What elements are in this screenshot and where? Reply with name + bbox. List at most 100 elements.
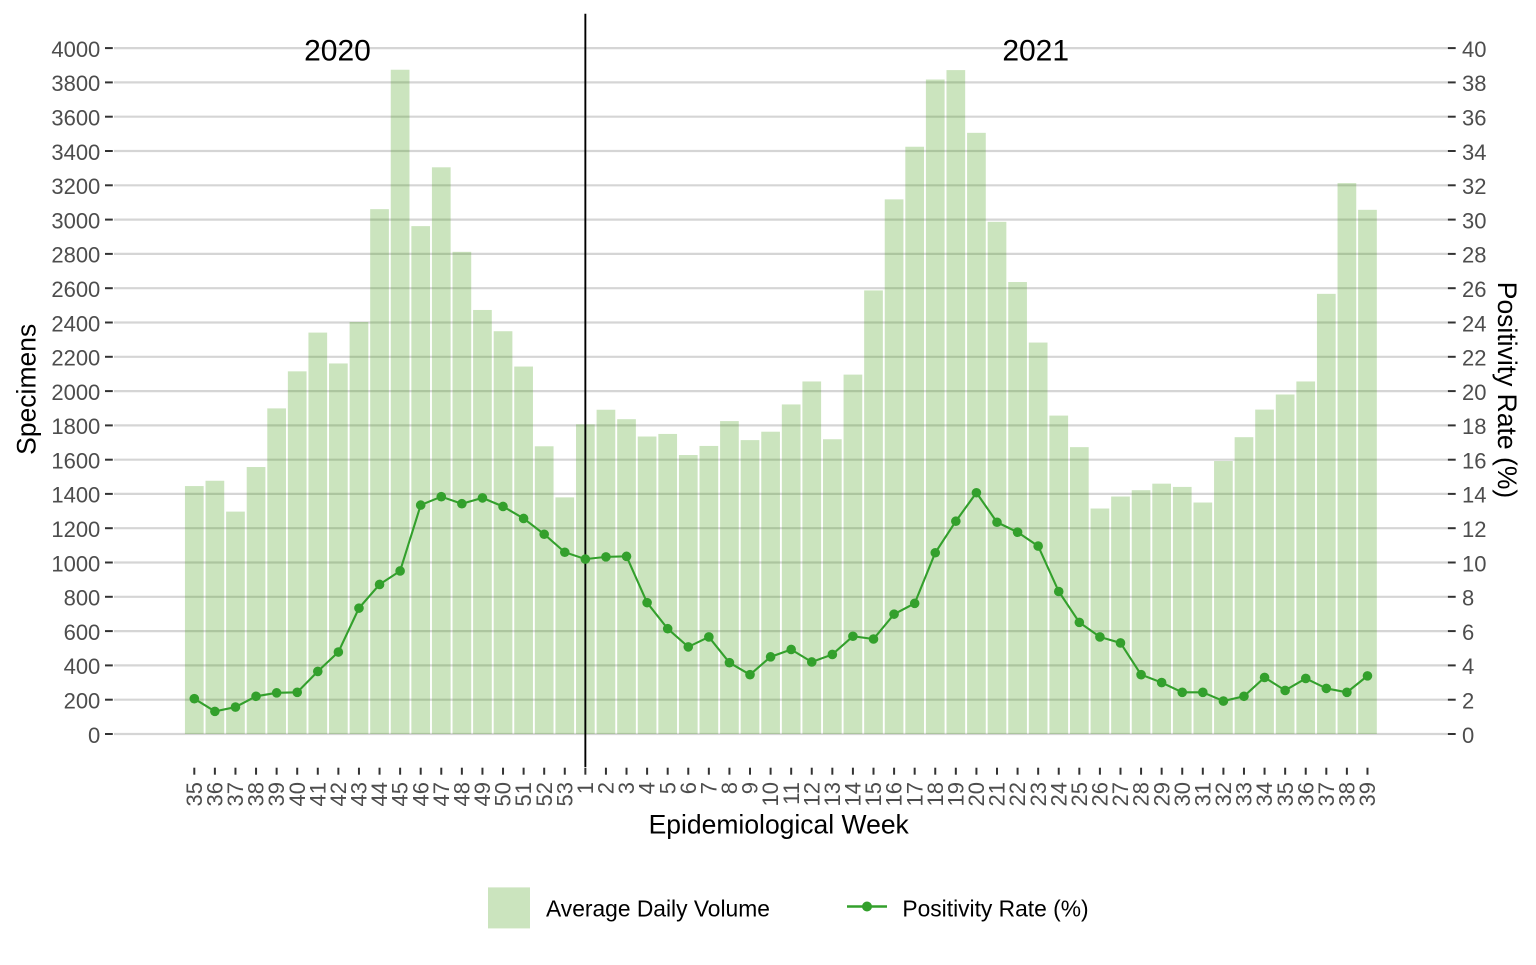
svg-text:0: 0: [1462, 723, 1474, 748]
svg-text:3: 3: [614, 782, 639, 794]
svg-text:6: 6: [676, 782, 701, 794]
svg-text:36: 36: [1293, 782, 1318, 806]
svg-text:19: 19: [943, 782, 968, 806]
svg-text:47: 47: [429, 782, 454, 806]
svg-text:36: 36: [1462, 106, 1486, 131]
svg-text:2000: 2000: [51, 380, 100, 405]
svg-text:44: 44: [367, 782, 392, 806]
svg-text:22: 22: [1005, 782, 1030, 806]
svg-text:Average Daily Volume: Average Daily Volume: [546, 896, 770, 922]
svg-text:2800: 2800: [51, 243, 100, 268]
svg-text:42: 42: [326, 782, 351, 806]
svg-text:23: 23: [1026, 782, 1051, 806]
svg-text:1800: 1800: [51, 414, 100, 439]
svg-text:48: 48: [449, 782, 474, 806]
svg-text:35: 35: [1273, 782, 1298, 806]
svg-text:26: 26: [1462, 277, 1486, 302]
svg-text:51: 51: [511, 782, 536, 806]
svg-text:16: 16: [1462, 449, 1486, 474]
svg-text:24: 24: [1046, 782, 1071, 806]
svg-text:20: 20: [1462, 380, 1486, 405]
svg-text:15: 15: [861, 782, 886, 806]
svg-text:4: 4: [635, 782, 660, 794]
svg-text:24: 24: [1462, 311, 1486, 336]
svg-text:1400: 1400: [51, 483, 100, 508]
svg-text:40: 40: [285, 782, 310, 806]
svg-text:17: 17: [902, 782, 927, 806]
svg-text:7: 7: [696, 782, 721, 794]
svg-text:1200: 1200: [51, 517, 100, 542]
svg-text:11: 11: [779, 782, 804, 805]
svg-text:20: 20: [964, 782, 989, 806]
svg-text:Positivity Rate (%): Positivity Rate (%): [1492, 282, 1522, 498]
svg-text:46: 46: [408, 782, 433, 806]
svg-text:10: 10: [1462, 551, 1486, 576]
svg-text:1000: 1000: [51, 551, 100, 576]
svg-text:12: 12: [1462, 517, 1486, 542]
svg-text:33: 33: [1232, 782, 1257, 806]
svg-text:0: 0: [88, 723, 100, 748]
svg-text:39: 39: [1355, 782, 1380, 806]
svg-text:5: 5: [655, 782, 680, 794]
svg-text:3000: 3000: [51, 208, 100, 233]
svg-text:18: 18: [923, 782, 948, 806]
svg-text:3400: 3400: [51, 140, 100, 165]
svg-text:52: 52: [532, 782, 557, 806]
svg-text:16: 16: [882, 782, 907, 806]
svg-text:38: 38: [244, 782, 269, 806]
svg-text:30: 30: [1462, 208, 1486, 233]
svg-text:18: 18: [1462, 414, 1486, 439]
svg-text:14: 14: [1462, 483, 1486, 508]
svg-text:32: 32: [1462, 174, 1486, 199]
svg-text:2200: 2200: [51, 346, 100, 371]
svg-text:34: 34: [1252, 782, 1277, 806]
svg-text:9: 9: [738, 782, 763, 794]
svg-text:4000: 4000: [51, 37, 100, 62]
svg-text:Specimens: Specimens: [12, 324, 42, 455]
svg-text:31: 31: [1190, 782, 1215, 806]
svg-text:800: 800: [64, 586, 101, 611]
svg-text:Positivity Rate (%): Positivity Rate (%): [902, 896, 1088, 922]
svg-text:50: 50: [491, 782, 516, 806]
svg-text:34: 34: [1462, 140, 1486, 165]
svg-text:43: 43: [347, 782, 372, 806]
svg-text:2400: 2400: [51, 311, 100, 336]
svg-text:36: 36: [202, 782, 227, 806]
svg-text:3200: 3200: [51, 174, 100, 199]
svg-text:22: 22: [1462, 346, 1486, 371]
svg-text:30: 30: [1170, 782, 1195, 806]
svg-text:53: 53: [552, 782, 577, 806]
svg-text:8: 8: [1462, 586, 1474, 611]
svg-text:27: 27: [1108, 782, 1133, 806]
svg-text:6: 6: [1462, 620, 1474, 645]
svg-text:3800: 3800: [51, 71, 100, 96]
svg-text:1: 1: [573, 782, 598, 794]
svg-text:40: 40: [1462, 37, 1486, 62]
svg-text:13: 13: [820, 782, 845, 806]
svg-text:200: 200: [64, 689, 101, 714]
svg-text:41: 41: [305, 782, 330, 806]
svg-text:Epidemiological Week: Epidemiological Week: [649, 809, 910, 839]
svg-text:25: 25: [1067, 782, 1092, 806]
svg-text:38: 38: [1462, 71, 1486, 96]
svg-text:8: 8: [717, 782, 742, 794]
svg-text:4: 4: [1462, 654, 1474, 679]
svg-text:10: 10: [758, 782, 783, 806]
svg-text:2021: 2021: [1002, 35, 1069, 68]
svg-text:49: 49: [470, 782, 495, 806]
svg-text:400: 400: [64, 654, 101, 679]
svg-text:38: 38: [1334, 782, 1359, 806]
svg-text:37: 37: [223, 782, 248, 806]
svg-text:2: 2: [1462, 689, 1474, 714]
svg-text:21: 21: [985, 782, 1010, 806]
svg-text:3600: 3600: [51, 106, 100, 131]
svg-text:1600: 1600: [51, 449, 100, 474]
svg-text:28: 28: [1129, 782, 1154, 806]
svg-text:14: 14: [841, 782, 866, 806]
svg-text:2020: 2020: [304, 35, 371, 68]
svg-text:12: 12: [799, 782, 824, 806]
svg-text:26: 26: [1088, 782, 1113, 806]
svg-text:29: 29: [1149, 782, 1174, 806]
svg-text:32: 32: [1211, 782, 1236, 806]
svg-text:37: 37: [1314, 782, 1339, 806]
